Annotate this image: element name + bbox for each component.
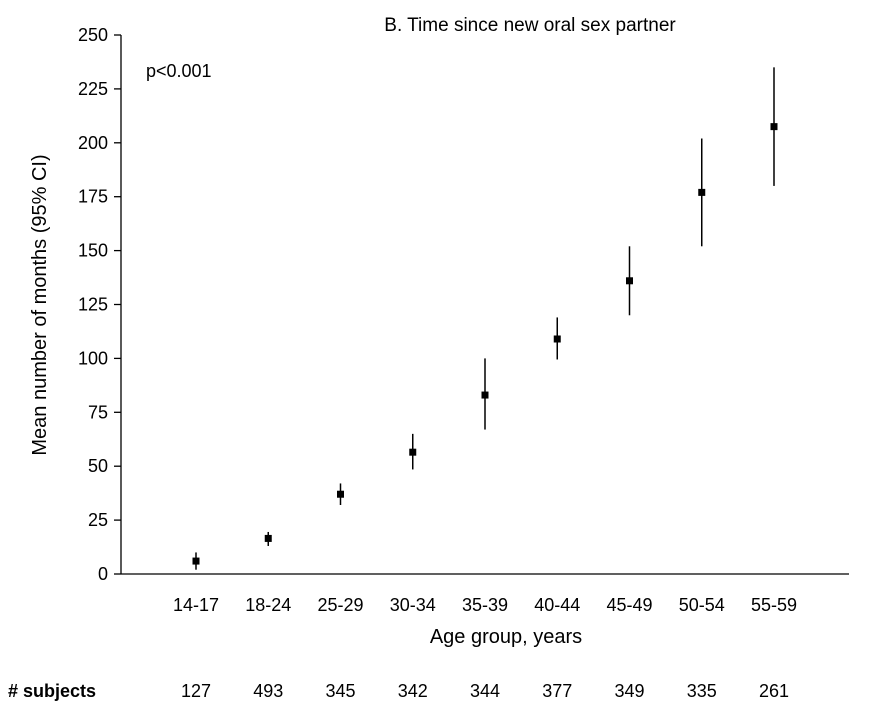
subjects-row-label: # subjects [8,681,96,701]
x-tick-label: 40-44 [534,595,580,615]
data-point [626,277,633,285]
subjects-row: 127 493 345 342 344 377 349 335 261 [181,681,789,701]
x-tick-label: 45-49 [606,595,652,615]
data-point [192,557,200,565]
data-point [409,448,417,456]
x-tick-label: 50-54 [679,595,725,615]
data-point [698,188,706,196]
subjects-count: 127 [181,681,211,701]
subjects-count: 345 [325,681,355,701]
axes [120,35,849,575]
data-point [264,534,272,542]
x-tick-label: 55-59 [751,595,797,615]
y-tick-label: 0 [98,564,108,584]
subjects-count: 261 [759,681,789,701]
x-tick-label: 18-24 [245,595,291,615]
subjects-count: 335 [687,681,717,701]
subjects-count: 342 [398,681,428,701]
data-point [481,391,489,399]
data-point [770,123,778,131]
x-axis-title: Age group, years [430,626,582,648]
y-tick-label: 75 [88,402,108,422]
subjects-count: 377 [542,681,572,701]
y-tick-label: 175 [78,187,108,207]
y-tick-label: 50 [88,456,108,476]
y-tick-label: 25 [88,510,108,530]
y-ticks: 0 25 50 75 100 125 150 175 200 225 250 [78,25,121,584]
x-tick-label: 30-34 [390,595,436,615]
subjects-count: 344 [470,681,500,701]
y-axis-title: Mean number of months (95% CI) [29,154,51,455]
y-tick-label: 225 [78,79,108,99]
x-ticks: 14-17 18-24 25-29 30-34 35-39 40-44 45-49 50-54… [173,595,797,615]
x-tick-label: 25-29 [317,595,363,615]
y-tick-label: 125 [78,295,108,315]
subjects-count: 349 [614,681,644,701]
y-tick-label: 150 [78,241,108,261]
data-point [337,490,344,498]
y-tick-label: 200 [78,133,108,153]
p-value-annotation: p<0.001 [146,61,212,81]
y-tick-label: 250 [78,25,108,45]
x-tick-label: 14-17 [173,595,219,615]
data-point [553,335,561,343]
chart-title: B. Time since new oral sex partner [384,15,676,36]
y-tick-label: 100 [78,348,108,368]
subjects-count: 493 [253,681,283,701]
x-tick-label: 35-39 [462,595,508,615]
data-marks [192,67,778,570]
